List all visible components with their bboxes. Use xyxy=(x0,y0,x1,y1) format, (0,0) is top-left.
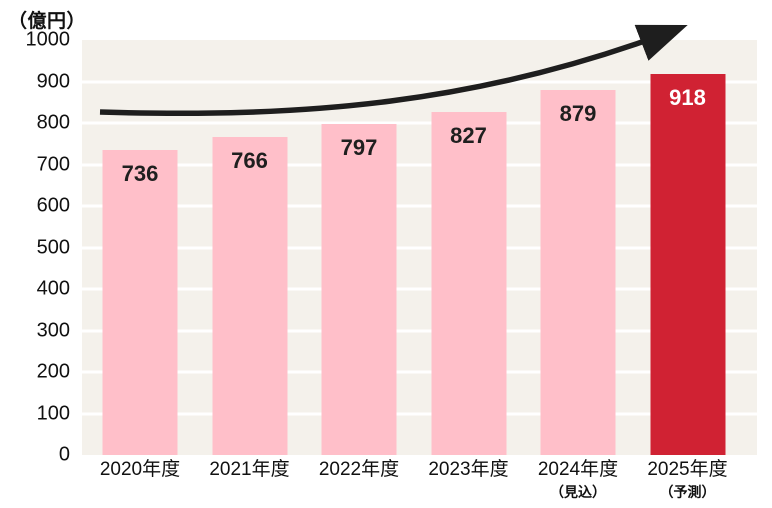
x-tick-label: 2020年度 xyxy=(70,459,210,481)
gridline xyxy=(82,287,757,291)
x-tick-year: 2020年度 xyxy=(99,459,181,480)
x-tick-sub-label: （予測） xyxy=(659,483,716,500)
x-tick-label: 2021年度 xyxy=(180,459,320,481)
x-tick-year: 2025年度 xyxy=(647,459,728,480)
gridline xyxy=(82,204,757,208)
plot-area: 736 766 797 827 879 918 xyxy=(82,40,757,455)
x-tick-year: 2022年度 xyxy=(318,459,400,480)
y-tick-label: 800 xyxy=(36,111,70,134)
y-tick-label: 600 xyxy=(36,194,70,217)
bar: 918 xyxy=(650,74,725,455)
y-tick-label: 700 xyxy=(36,153,70,175)
y-axis-unit-label: （億円） xyxy=(8,11,87,32)
x-tick-sub-label: （見込） xyxy=(550,483,606,500)
bar-value-label: 918 xyxy=(669,85,706,111)
x-tick-label: 2023年度 xyxy=(399,459,539,481)
x-tick-label: 2024年度 （見込） xyxy=(508,459,648,500)
gridline xyxy=(82,163,757,166)
x-tick-year: 2024年度 xyxy=(537,459,619,480)
gridline xyxy=(82,370,757,374)
y-tick-label: 200 xyxy=(36,360,70,383)
x-tick-label: 2022年度 xyxy=(289,459,429,481)
bar-value-label: 879 xyxy=(559,101,597,127)
y-axis: 0 100 200 300 400 500 600 700 800 900 1000 xyxy=(0,0,74,508)
y-tick-label: 400 xyxy=(36,277,70,300)
x-tick-label: 2025年度 （予測） xyxy=(618,459,758,500)
bar: 797 xyxy=(321,124,397,455)
bar-value-label: 736 xyxy=(121,160,159,186)
gridline xyxy=(82,121,757,125)
x-tick-year: 2021年度 xyxy=(209,459,290,480)
y-tick-label: 100 xyxy=(36,402,70,424)
bar: 766 xyxy=(212,137,287,455)
y-tick-label: 300 xyxy=(36,319,70,341)
x-tick-year: 2023年度 xyxy=(428,459,509,480)
bar-value-label: 797 xyxy=(340,135,378,161)
bar: 879 xyxy=(540,90,616,455)
y-tick-label: 500 xyxy=(36,236,70,258)
bar: 827 xyxy=(431,111,506,455)
y-tick-label: 900 xyxy=(36,70,70,92)
y-tick-label: 0 xyxy=(58,443,70,466)
gridline xyxy=(82,412,757,415)
bar-value-label: 827 xyxy=(450,122,487,148)
gridline xyxy=(82,246,757,249)
bar-value-label: 766 xyxy=(231,148,268,174)
gridline xyxy=(82,329,757,332)
bar: 736 xyxy=(102,149,178,455)
y-tick-label: 1000 xyxy=(25,28,71,51)
